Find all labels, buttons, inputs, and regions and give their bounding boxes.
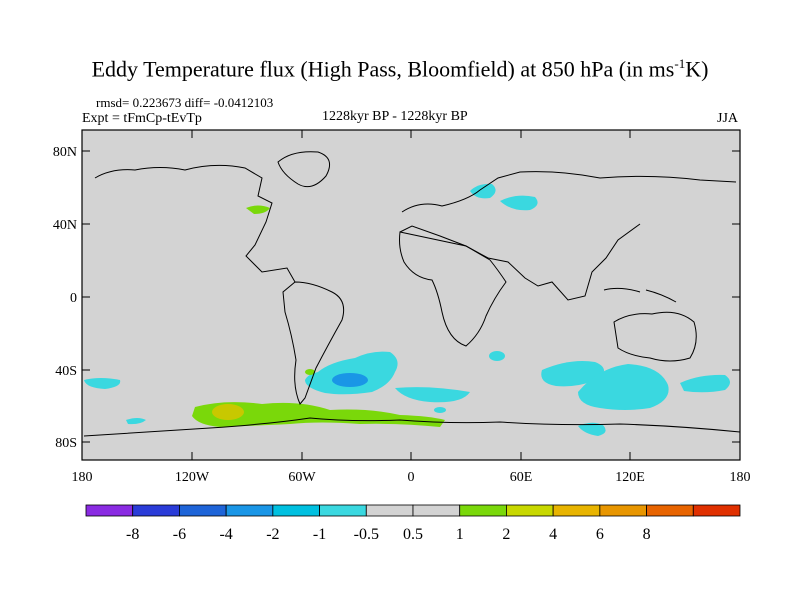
stats-label: rmsd= 0.223673 diff= -0.0412103 — [96, 95, 274, 110]
colorbar-label: 6 — [596, 526, 604, 543]
title-text: Eddy Temperature flux (High Pass, Bloomf… — [91, 56, 675, 82]
colorbar-swatch — [225, 504, 274, 517]
australia-coast — [613, 311, 697, 362]
latitude-ticks — [82, 150, 740, 443]
colorbar-label: 4 — [549, 526, 557, 543]
lon-label: 180 — [72, 470, 93, 485]
map-title: Eddy Temperature flux (High Pass, Bloomf… — [0, 56, 800, 82]
colorbar-label: 0.5 — [403, 526, 423, 543]
colorbar-swatch — [132, 504, 180, 517]
longitude-labels: 180 120W 60W 0 60E 120E 180 — [72, 470, 751, 485]
south-america-coast — [282, 281, 345, 405]
colorbar-label: -4 — [219, 526, 232, 543]
yellow-region-southern-ocean — [212, 404, 244, 420]
eurasia-south-coast — [399, 223, 641, 301]
colorbar-swatch — [365, 504, 414, 517]
colorbar-label: 1 — [456, 526, 464, 543]
lat-label: 40N — [53, 218, 77, 233]
cyan-region-ross-sea — [126, 418, 146, 425]
lat-label: 80S — [55, 436, 77, 451]
title-unit-end: K) — [685, 56, 709, 82]
colorbar-swatch — [272, 504, 320, 517]
cyan-region-indian-ocean-east — [578, 364, 669, 410]
cyan-region-south-africa — [489, 351, 505, 361]
cyan-region-weddell — [434, 407, 446, 413]
eurasia-north-coast — [401, 171, 737, 213]
lon-label: 60E — [510, 470, 533, 485]
greenland-coast — [277, 151, 331, 188]
north-america-coast — [94, 164, 296, 283]
season-label: JJA — [717, 111, 739, 126]
green-region-great-lakes — [246, 205, 270, 214]
cyan-region-southeast-atlantic — [395, 387, 470, 403]
colorbar-swatch — [552, 504, 601, 517]
colorbar-swatch — [85, 504, 134, 517]
cyan-region-south-pacific-west — [84, 378, 121, 389]
colorbar-swatch — [506, 504, 554, 517]
colorbar-label: 2 — [502, 526, 510, 543]
cyan-region-south-pacific-east — [680, 374, 730, 393]
green-region-argentina — [305, 369, 315, 375]
cyan-region-western-russia — [500, 195, 538, 211]
lon-label: 0 — [408, 470, 415, 485]
map-background — [82, 130, 740, 460]
lat-label: 40S — [55, 364, 77, 379]
colorbar-swatch — [179, 504, 227, 517]
cyan-region-antarctic-coast — [578, 422, 606, 436]
colorbar-swatch — [319, 504, 367, 517]
colorbar-label: -8 — [126, 526, 139, 543]
africa-coast — [399, 231, 507, 347]
lat-label: 80N — [53, 145, 77, 160]
antarctica-coast — [83, 417, 740, 437]
colorbar-swatch — [599, 504, 647, 517]
lat-label: 0 — [70, 291, 77, 306]
colorbar-label: 8 — [643, 526, 651, 543]
colorbar-swatch — [646, 504, 694, 517]
lon-label: 60W — [288, 470, 316, 485]
indonesia-coast — [603, 287, 677, 303]
colorbar-swatch — [412, 504, 461, 517]
colorbar: -8 -6 -4 -2 -1 -0.5 0.5 1 2 4 6 8 — [85, 504, 741, 543]
experiment-label: Expt = tFmCp-tEvTp — [82, 111, 202, 126]
cyan-region-south-atlantic — [305, 351, 398, 395]
latitude-labels: 80N 40N 0 40S 80S — [53, 145, 77, 451]
lon-label: 120E — [615, 470, 645, 485]
colorbar-label: -6 — [173, 526, 186, 543]
lon-label: 180 — [730, 470, 751, 485]
colorbar-swatch — [459, 504, 507, 517]
lon-label: 120W — [175, 470, 210, 485]
blue-region-south-atlantic — [332, 373, 368, 387]
cyan-region-scandinavia — [470, 183, 496, 199]
colorbar-label: -0.5 — [354, 526, 379, 543]
colorbar-label: -1 — [313, 526, 326, 543]
period-label: 1228kyr BP - 1228kyr BP — [322, 109, 468, 124]
longitude-ticks — [191, 130, 631, 460]
coastlines — [83, 151, 740, 437]
colorbar-label: -2 — [266, 526, 279, 543]
title-superscript: -1 — [674, 56, 686, 71]
colorbar-swatch — [692, 504, 741, 517]
cyan-region-indian-ocean-west — [541, 361, 604, 387]
